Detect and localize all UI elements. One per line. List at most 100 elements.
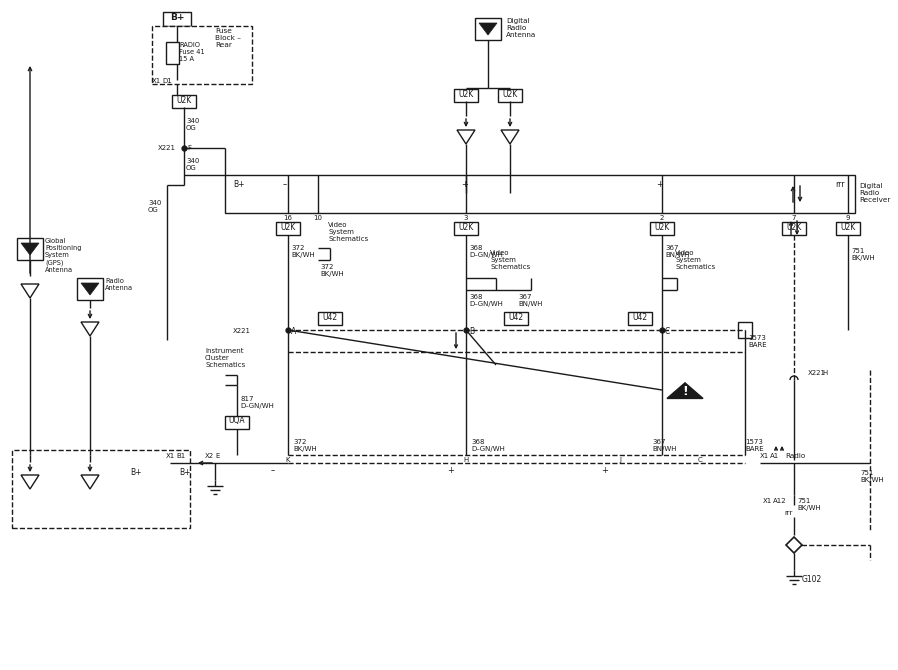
Polygon shape [81, 283, 99, 295]
Bar [738, 322, 752, 338]
Text: 2: 2 [660, 215, 665, 221]
Polygon shape [21, 243, 39, 255]
Bar [172, 94, 196, 107]
Text: 368
D–GN/WH: 368 D–GN/WH [469, 294, 503, 307]
Text: rrr: rrr [835, 180, 845, 189]
Text: Digital
Radio
Receiver: Digital Radio Receiver [859, 183, 891, 203]
Text: –: – [283, 180, 287, 189]
Text: D1: D1 [162, 78, 172, 84]
Bar [318, 312, 342, 324]
Text: +: + [447, 466, 454, 475]
Text: UQA: UQA [229, 417, 245, 425]
Text: J: J [619, 457, 621, 463]
Bar [152, 26, 252, 84]
Bar [650, 222, 674, 234]
Text: 340
OG: 340 OG [186, 118, 199, 131]
Text: 751
BK/WH: 751 BK/WH [860, 470, 884, 483]
Text: 367
BN/WH: 367 BN/WH [665, 245, 690, 258]
Text: B+: B+ [170, 13, 184, 22]
Text: 367
BN/WH: 367 BN/WH [652, 439, 676, 452]
Text: C: C [665, 327, 670, 336]
Text: 9: 9 [846, 215, 850, 221]
Bar [454, 222, 478, 234]
Bar [165, 42, 179, 64]
Text: Fuse
Block –
Rear: Fuse Block – Rear [215, 28, 241, 48]
Polygon shape [501, 130, 519, 144]
Text: G102: G102 [802, 575, 823, 584]
Polygon shape [457, 130, 475, 144]
Text: rrr: rrr [785, 510, 793, 516]
Text: U2K: U2K [841, 222, 856, 232]
Bar [475, 18, 501, 40]
Text: F: F [187, 145, 191, 151]
Bar [504, 312, 528, 324]
Bar [225, 175, 855, 213]
Text: U42: U42 [632, 312, 647, 322]
Text: X1: X1 [152, 78, 162, 84]
Text: E: E [215, 453, 219, 459]
Text: 3: 3 [463, 215, 468, 221]
Text: +: + [462, 180, 469, 189]
Bar [782, 222, 806, 234]
Text: Radio: Radio [785, 453, 806, 459]
Text: Instrument
Cluster
Schematics: Instrument Cluster Schematics [205, 348, 245, 368]
Bar [17, 238, 43, 260]
Text: A: A [291, 327, 296, 336]
Text: C: C [698, 457, 702, 463]
Bar [12, 450, 190, 528]
Text: Global
Positioning
System
(GPS)
Antenna: Global Positioning System (GPS) Antenna [45, 238, 82, 273]
Text: –: – [271, 466, 275, 475]
Polygon shape [81, 322, 99, 336]
Text: 367
BN/WH: 367 BN/WH [518, 294, 542, 307]
Text: 817
D–GN/WH: 817 D–GN/WH [240, 396, 274, 409]
Text: X1: X1 [760, 453, 770, 459]
Text: U2K: U2K [458, 90, 473, 98]
Bar [225, 415, 249, 429]
Text: Video
System
Schematics: Video System Schematics [490, 250, 530, 270]
Text: 16: 16 [284, 215, 293, 221]
Text: +: + [602, 466, 609, 475]
Text: Radio
Antenna: Radio Antenna [105, 278, 133, 291]
Bar [276, 222, 300, 234]
Text: X221: X221 [233, 328, 251, 334]
Bar [628, 312, 652, 324]
Text: B: B [469, 327, 474, 336]
Text: Digital
Radio
Antenna: Digital Radio Antenna [506, 18, 536, 38]
Text: +: + [656, 180, 664, 189]
Text: X1: X1 [166, 453, 175, 459]
Text: U2K: U2K [502, 90, 517, 98]
Text: B+: B+ [180, 468, 190, 477]
Text: U42: U42 [508, 312, 524, 322]
Text: X221: X221 [158, 145, 176, 151]
Polygon shape [479, 23, 497, 35]
Text: 340
OG: 340 OG [148, 200, 162, 213]
Text: B1: B1 [176, 453, 185, 459]
Text: U42: U42 [322, 312, 338, 322]
Text: Video
System
Schematics: Video System Schematics [675, 250, 715, 270]
Text: U2K: U2K [655, 222, 670, 232]
Text: 751
BK/WH: 751 BK/WH [797, 498, 821, 511]
Text: A1: A1 [770, 453, 779, 459]
Bar [454, 88, 478, 101]
Text: B+: B+ [233, 180, 244, 189]
Text: 368
D–GN/WH: 368 D–GN/WH [469, 245, 503, 258]
Bar [498, 88, 522, 101]
Text: A12: A12 [773, 498, 787, 504]
Polygon shape [667, 383, 703, 399]
Text: 368
D–GN/WH: 368 D–GN/WH [471, 439, 505, 452]
Text: 372
BK/WH: 372 BK/WH [293, 439, 317, 452]
Text: RADIO
Fuse 41
15 A: RADIO Fuse 41 15 A [179, 42, 205, 62]
Polygon shape [81, 475, 99, 489]
Text: U2K: U2K [176, 96, 191, 105]
Text: 1573
BARE: 1573 BARE [748, 335, 767, 348]
Text: B+: B+ [130, 468, 142, 477]
Text: K: K [286, 457, 290, 463]
Text: U2K: U2K [458, 222, 473, 232]
Text: 751
BK/WH: 751 BK/WH [851, 248, 875, 261]
Bar [77, 278, 103, 300]
Text: 10: 10 [313, 215, 322, 221]
Text: H: H [822, 370, 827, 376]
Text: 340
OG: 340 OG [186, 158, 199, 171]
Bar [163, 12, 191, 26]
Text: 372
BK/WH: 372 BK/WH [291, 245, 315, 258]
